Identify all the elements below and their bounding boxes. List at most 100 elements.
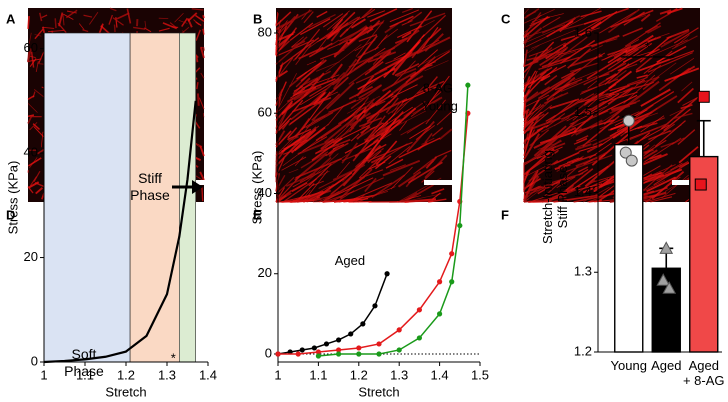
fiber [599, 185, 615, 197]
fiber [677, 87, 694, 104]
data-point [376, 341, 382, 347]
fiber [279, 37, 320, 67]
fiber [374, 34, 388, 51]
fiber [281, 130, 312, 153]
fiber [316, 10, 328, 18]
data-point [619, 146, 632, 159]
fiber [363, 130, 386, 141]
panel-label: C [501, 11, 511, 26]
fiber [346, 26, 369, 46]
fiber [29, 58, 37, 68]
fiber [642, 35, 673, 59]
fiber [300, 185, 331, 203]
x-tick-label: 1.3 [158, 367, 176, 382]
fiber [632, 91, 675, 118]
fiber [337, 194, 377, 203]
fiber [565, 154, 613, 173]
fiber [523, 171, 538, 191]
fiber [199, 171, 205, 181]
fiber [389, 9, 419, 23]
fiber [387, 97, 414, 115]
fiber [576, 135, 589, 142]
fiber [275, 187, 286, 203]
fiber [300, 151, 329, 169]
fiber [664, 161, 689, 175]
fiber [566, 157, 580, 163]
data-point [372, 303, 378, 309]
fiber [584, 101, 605, 114]
fiber [550, 50, 577, 60]
fiber [428, 198, 447, 203]
fiber [401, 192, 418, 203]
fiber [275, 11, 292, 27]
data-point [416, 335, 422, 341]
fiber [364, 61, 384, 76]
fiber [409, 12, 446, 27]
fiber [199, 46, 205, 59]
fiber [316, 171, 353, 199]
fiber [598, 94, 638, 115]
fiber [624, 119, 642, 134]
fiber [367, 51, 397, 63]
fiber [550, 125, 567, 141]
fiber [58, 12, 64, 27]
y-tick-label: 1.2 [574, 343, 592, 358]
fiber [113, 24, 116, 33]
fiber [421, 137, 435, 145]
fiber [529, 186, 547, 195]
x-tick-label: Aged + 8-AG [682, 358, 725, 388]
fiber [528, 200, 550, 203]
fiber [202, 112, 205, 118]
fiber [372, 55, 382, 65]
fiber [285, 172, 316, 187]
fiber [645, 192, 676, 203]
fiber [292, 96, 332, 113]
fiber [523, 15, 549, 38]
fiber [332, 12, 349, 30]
fiber [288, 168, 299, 174]
data-point [449, 251, 455, 257]
fiber [326, 10, 350, 31]
fiber [298, 46, 324, 60]
fiber [325, 142, 349, 157]
fiber [523, 86, 551, 104]
fiber [355, 20, 385, 57]
fiber [320, 138, 334, 150]
fiber [664, 67, 700, 82]
data-point [275, 351, 281, 357]
fiber [308, 19, 348, 49]
data-point [323, 341, 330, 347]
x-tick-label: 1.5 [471, 367, 489, 382]
fiber [308, 42, 333, 58]
fiber [584, 159, 617, 188]
fiber [648, 130, 671, 141]
x-tick-label: 1.1 [76, 367, 94, 382]
fiber [116, 12, 130, 20]
fiber [191, 8, 204, 11]
fiber [411, 37, 431, 59]
fiber [622, 27, 643, 37]
fiber [322, 13, 344, 28]
fiber [305, 112, 334, 129]
fiber [581, 78, 619, 94]
fiber [431, 188, 445, 195]
fiber [202, 14, 205, 19]
data-point [376, 351, 382, 357]
fiber [431, 127, 444, 137]
fiber [626, 76, 648, 86]
data-point [336, 351, 342, 357]
fiber [425, 156, 438, 169]
data-point [315, 349, 321, 355]
fiber [346, 51, 366, 76]
fiber [586, 93, 620, 116]
fiber [636, 74, 648, 79]
fiber [547, 151, 559, 159]
fiber [308, 71, 346, 107]
fiber [663, 35, 681, 45]
series-line [277, 273, 388, 355]
y-tick-label: 1.6 [574, 24, 592, 39]
fiber [607, 8, 640, 34]
fiber [83, 14, 93, 18]
fiber [523, 19, 542, 34]
